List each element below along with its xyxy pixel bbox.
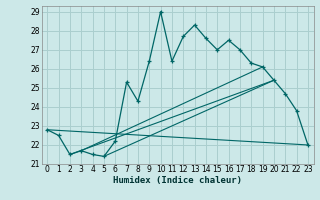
X-axis label: Humidex (Indice chaleur): Humidex (Indice chaleur) <box>113 176 242 185</box>
